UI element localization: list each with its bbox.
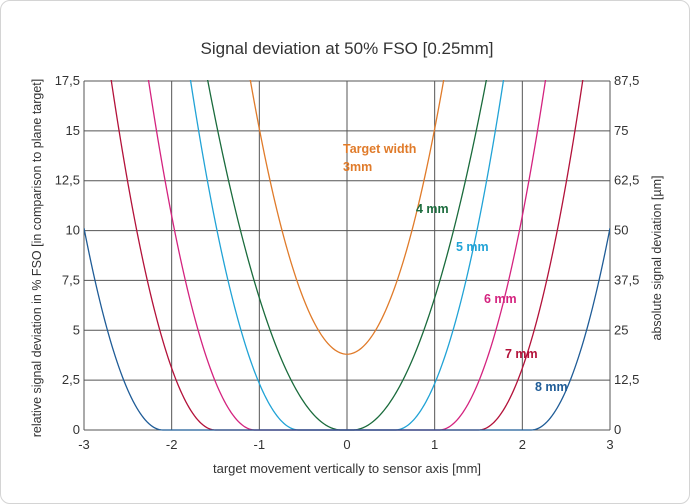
series-label-1: 4 mm bbox=[416, 202, 449, 216]
y-axis-label-left: relative signal deviation in % FSO [in c… bbox=[30, 79, 44, 438]
y-tick-label-right: 50 bbox=[614, 223, 628, 238]
y-tick-label-left: 5 bbox=[73, 322, 80, 337]
series-label-5: 8 mm bbox=[535, 380, 568, 394]
y-tick-label-left: 12,5 bbox=[55, 173, 80, 188]
series-label-2: 5 mm bbox=[456, 240, 489, 254]
series-label-0: Target width bbox=[343, 142, 416, 156]
y-tick-label-left: 7,5 bbox=[62, 272, 80, 287]
series-label-4: 7 mm bbox=[505, 347, 538, 361]
series-labels: Target width 3mm 4 mm 5 mm 6 mm 7 mm 8 mm bbox=[343, 142, 568, 394]
x-tick-label: -3 bbox=[78, 437, 90, 452]
y-tick-label-right: 75 bbox=[614, 123, 628, 138]
series-label-0-line2: 3mm bbox=[343, 160, 372, 174]
y-tick-label-left: 10 bbox=[66, 223, 80, 238]
x-tick-label: -1 bbox=[254, 437, 266, 452]
y-tick-label-right: 12,5 bbox=[614, 372, 639, 387]
y-tick-label-right: 62,5 bbox=[614, 173, 639, 188]
x-tick-label: -2 bbox=[166, 437, 178, 452]
series-label-3: 6 mm bbox=[484, 292, 517, 306]
y-tick-label-left: 17,5 bbox=[55, 73, 80, 88]
x-tick-label: 0 bbox=[343, 437, 350, 452]
series-line-0 bbox=[249, 80, 445, 355]
x-tick-label: 1 bbox=[431, 437, 438, 452]
x-axis-label: target movement vertically to sensor axi… bbox=[213, 461, 481, 476]
y-axis-label-right: absolute signal deviation [µm] bbox=[650, 176, 664, 341]
y-tick-label-right: 87,5 bbox=[614, 73, 639, 88]
x-tick-label: 3 bbox=[606, 437, 613, 452]
y-tick-label-left: 0 bbox=[73, 422, 80, 437]
y-tick-label-left: 15 bbox=[66, 123, 80, 138]
y-tick-label-left: 2,5 bbox=[62, 372, 80, 387]
y-tick-label-right: 37,5 bbox=[614, 272, 639, 287]
series-line-5 bbox=[84, 227, 610, 431]
grid bbox=[83, 80, 611, 431]
y-tick-label-right: 0 bbox=[614, 422, 621, 437]
curves bbox=[84, 80, 610, 431]
tick-labels: -3 -2 -1 0 1 2 302,557,51012,51517,5012,52537,… bbox=[55, 73, 640, 452]
x-tick-label: 2 bbox=[519, 437, 526, 452]
chart-title: Signal deviation at 50% FSO [0.25mm] bbox=[201, 39, 494, 58]
y-tick-label-right: 25 bbox=[614, 322, 628, 337]
